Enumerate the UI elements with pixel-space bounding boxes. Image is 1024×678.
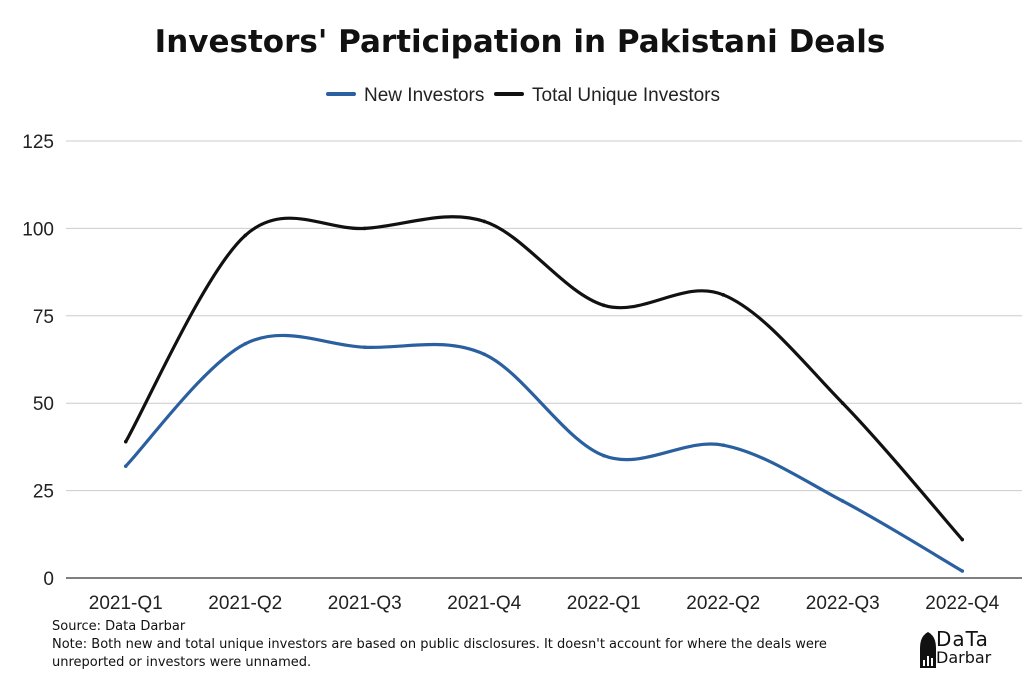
- data-point-total-unique-investors: [840, 401, 845, 406]
- x-tick-label: 2021-Q1: [89, 593, 163, 614]
- x-tick-label: 2022-Q3: [806, 593, 880, 614]
- x-tick-label: 2022-Q4: [925, 593, 999, 614]
- dome-logo-icon: [920, 632, 936, 668]
- legend: New Investors Total Unique Investors: [326, 85, 720, 106]
- data-point-total-unique-investors: [362, 226, 367, 231]
- chart-title: Investors' Participation in Pakistani De…: [155, 24, 886, 60]
- data-point-total-unique-investors: [123, 439, 128, 444]
- y-tick-label: 0: [43, 569, 54, 590]
- data-point-total-unique-investors: [243, 233, 248, 238]
- x-tick-label: 2022-Q2: [686, 593, 760, 614]
- x-axis: 2021-Q1 2021-Q2 2021-Q3 2021-Q4 2022-Q1 2022-…: [66, 577, 1022, 614]
- series-line-total-unique-investors: [124, 215, 964, 542]
- data-point-new-investors: [960, 569, 965, 573]
- chart-notes: Source: Data Darbar Note: Both new and t…: [52, 618, 912, 672]
- data-point-total-unique-investors: [960, 537, 965, 542]
- y-tick-label: 25: [33, 482, 54, 503]
- data-point-total-unique-investors: [482, 219, 487, 224]
- y-tick-label: 75: [33, 307, 54, 328]
- x-tick-label: 2021-Q2: [208, 593, 282, 614]
- x-tick-label: 2021-Q4: [447, 593, 521, 614]
- data-point-new-investors: [601, 453, 606, 458]
- line-chart: Investors' Participation in Pakistani De…: [22, 24, 1022, 614]
- legend-label: New Investors: [364, 85, 484, 106]
- data-point-new-investors: [840, 499, 845, 503]
- data-point-total-unique-investors: [721, 293, 726, 297]
- data-point-new-investors: [362, 345, 367, 350]
- source-text: Source: Data Darbar: [52, 619, 186, 634]
- y-axis: 0 25 50 75 100 125: [22, 132, 54, 590]
- brand-name-bottom: Darbar: [936, 648, 992, 667]
- y-tick-label: 100: [22, 219, 54, 240]
- legend-label: Total Unique Investors: [532, 85, 720, 106]
- x-tick-label: 2021-Q3: [328, 593, 402, 614]
- data-point-new-investors: [243, 341, 248, 346]
- x-tick-label: 2022-Q1: [567, 593, 641, 614]
- data-point-new-investors: [482, 352, 487, 357]
- series-lines: [123, 215, 965, 573]
- data-point-new-investors: [123, 464, 128, 468]
- y-tick-label: 50: [33, 394, 54, 415]
- gridlines: [66, 140, 1022, 492]
- data-point-total-unique-investors: [601, 303, 606, 308]
- series-line-new-investors: [124, 333, 964, 573]
- data-point-new-investors: [721, 443, 726, 447]
- y-tick-label: 125: [22, 132, 54, 153]
- brand-name-top: DaTa: [936, 627, 989, 651]
- note-text-line1: Note: Both new and total unique investor…: [52, 637, 827, 652]
- note-text-line2: unreported or investors were unnamed.: [52, 655, 312, 670]
- brand-logo: DaTa Darbar: [918, 628, 991, 670]
